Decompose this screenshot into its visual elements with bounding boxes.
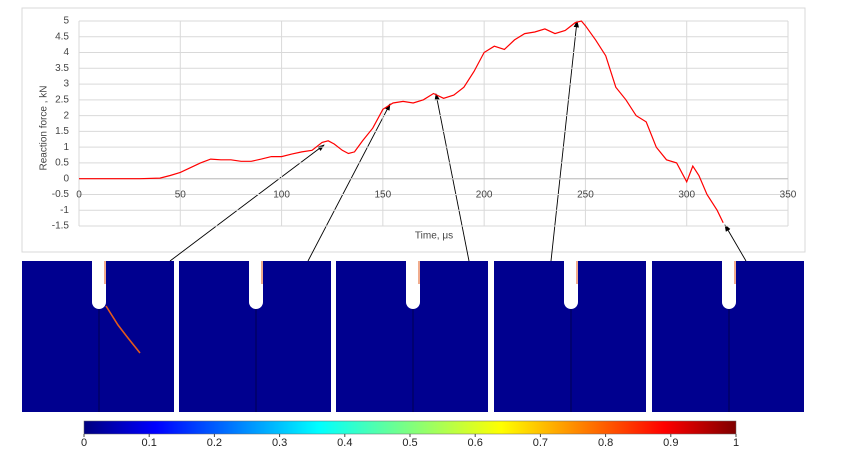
y-tick-label: 5 — [63, 16, 69, 27]
x-tick-label: 50 — [175, 189, 187, 200]
x-tick-label: 300 — [678, 189, 695, 200]
notch — [564, 261, 578, 309]
y-tick-label: 0.5 — [55, 158, 69, 169]
notch — [406, 261, 420, 309]
x-tick-label: 0 — [76, 189, 82, 200]
y-tick-label: 0 — [63, 173, 69, 184]
y-tick-label: 3.5 — [55, 63, 69, 74]
y-tick-label: 4.5 — [55, 31, 69, 42]
colorbar-tick-label: 0.2 — [207, 437, 222, 449]
notch — [92, 261, 106, 309]
x-axis-label: Time, μs — [415, 231, 453, 242]
colorbar — [83, 420, 737, 435]
colorbar-tick-label: 1 — [733, 437, 739, 449]
x-tick-label: 200 — [476, 189, 493, 200]
y-tick-label: 3 — [63, 79, 69, 90]
y-tick-label: -1.5 — [52, 221, 70, 232]
colorbar-tick-label: 0.4 — [337, 437, 352, 449]
colorbar-tick-label: 0.9 — [663, 437, 678, 449]
arrows — [169, 20, 747, 262]
y-tick-label: 1.5 — [55, 126, 69, 137]
y-tick-label: -1 — [60, 205, 69, 216]
colorbar-tick-label: 0.5 — [402, 437, 417, 449]
y-tick-label: -0.5 — [52, 189, 70, 200]
colorbar-tick-label: 0 — [81, 437, 87, 449]
arrow — [307, 103, 391, 262]
colorbar-tick-label: 0.6 — [468, 437, 483, 449]
chart-frame — [21, 7, 806, 253]
colorbar-tick-label: 0.8 — [598, 437, 613, 449]
colorbar-tick-label: 0.1 — [142, 437, 157, 449]
arrow — [550, 20, 580, 262]
y-tick-label: 2 — [63, 110, 69, 121]
notch — [249, 261, 263, 309]
colorbar-tick-label: 0.3 — [272, 437, 287, 449]
x-tick-label: 150 — [375, 189, 392, 200]
crack — [105, 305, 141, 354]
arrow — [434, 93, 470, 262]
data-line — [79, 20, 724, 224]
notch — [722, 261, 736, 309]
simulation-panels — [22, 261, 804, 412]
y-tick-label: 4 — [63, 47, 69, 58]
y-tick-label: 2.5 — [55, 94, 69, 105]
x-tick-label: 250 — [577, 189, 594, 200]
arrow — [169, 144, 325, 262]
x-tick-label: 100 — [273, 189, 290, 200]
x-tick-label: 350 — [780, 189, 797, 200]
y-tick-label: 1 — [63, 142, 69, 153]
colorbar-tick-label: 0.7 — [533, 437, 548, 449]
arrow — [724, 224, 747, 262]
y-axis-label: Reaction force , kN — [39, 85, 50, 170]
